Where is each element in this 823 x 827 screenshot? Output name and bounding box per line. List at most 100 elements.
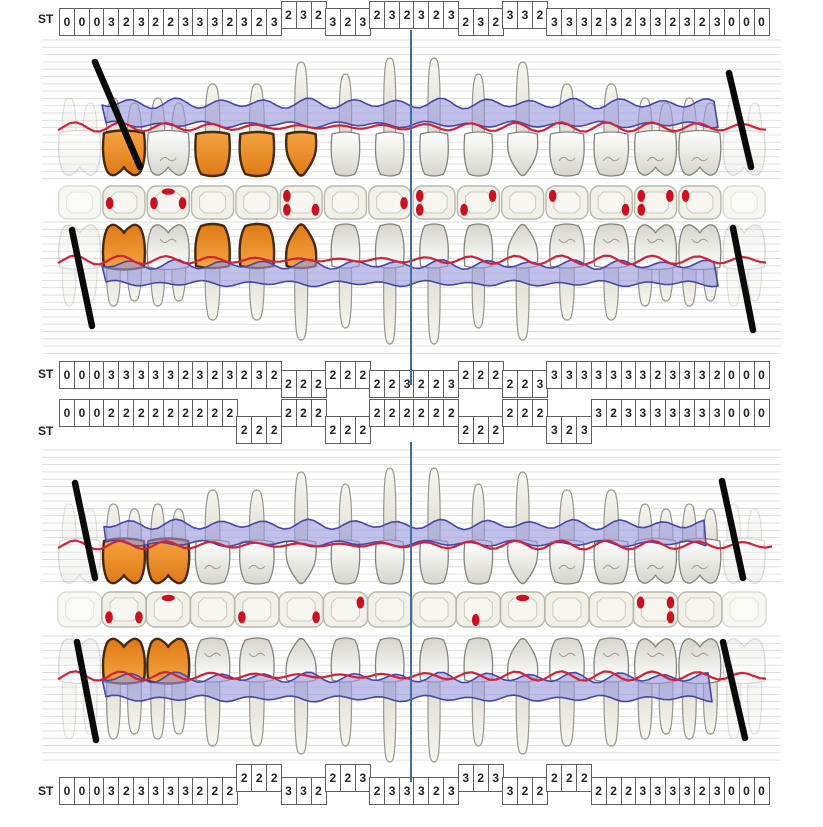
st-cell[interactable]: 3	[221, 361, 238, 389]
st-cell[interactable]: 2	[324, 361, 341, 389]
st-cell[interactable]: 2	[590, 8, 607, 36]
occlusal-tooth-upper-11[interactable]	[500, 185, 545, 220]
occlusal-tooth-upper-3[interactable]	[146, 185, 190, 220]
occlusal-tooth-upper-13[interactable]	[589, 185, 633, 220]
occlusal-tooth-upper-8[interactable]	[368, 185, 412, 220]
st-cell[interactable]: 2	[339, 8, 356, 36]
st-cell[interactable]: 3	[251, 361, 268, 389]
occlusal-tooth-lower-5[interactable]	[234, 591, 280, 628]
occlusal-tooth-lower-4[interactable]	[189, 591, 236, 628]
st-cell[interactable]: 2	[472, 416, 489, 444]
st-cell[interactable]: 0	[74, 399, 90, 427]
st-cell[interactable]: 3	[384, 777, 401, 805]
st-cell[interactable]: 3	[295, 777, 312, 805]
tooth-upper-band0-5[interactable]	[238, 83, 276, 178]
occlusal-tooth-lower-9[interactable]	[411, 591, 457, 628]
st-cell[interactable]: 3	[266, 8, 283, 36]
tooth-upper-band0-4[interactable]	[194, 83, 232, 178]
tooth-upper-band0-1[interactable]	[58, 97, 102, 176]
occlusal-tooth-lower-10[interactable]	[455, 591, 502, 628]
st-cell[interactable]: 2	[428, 370, 445, 398]
st-cell[interactable]: 3	[236, 8, 253, 36]
st-cell[interactable]: 2	[310, 399, 327, 427]
st-cell[interactable]: 3	[191, 361, 208, 389]
tooth-upper-band1-1[interactable]	[58, 224, 102, 307]
st-cell[interactable]: 2	[428, 1, 445, 29]
st-cell[interactable]: 2	[118, 8, 135, 36]
occlusal-tooth-upper-10[interactable]	[456, 185, 501, 220]
st-cell[interactable]: 3	[147, 777, 164, 805]
occlusal-tooth-lower-2[interactable]	[101, 591, 147, 628]
st-cell[interactable]: 3	[502, 777, 518, 805]
st-cell[interactable]: 3	[590, 399, 607, 427]
st-cell[interactable]: 2	[295, 370, 312, 398]
occlusal-tooth-lower-6[interactable]	[278, 591, 324, 628]
occlusal-tooth-lower-16[interactable]	[721, 591, 767, 628]
occlusal-tooth-lower-14[interactable]	[632, 591, 679, 628]
st-cell[interactable]: 3	[546, 8, 563, 36]
st-cell[interactable]: 2	[369, 399, 386, 427]
occlusal-tooth-upper-16[interactable]	[722, 185, 766, 220]
st-cell[interactable]: 0	[59, 361, 75, 389]
st-cell[interactable]: 3	[649, 8, 666, 36]
st-cell[interactable]: 2	[457, 8, 474, 36]
st-cell[interactable]: 2	[384, 370, 401, 398]
occlusal-tooth-upper-7[interactable]	[323, 185, 368, 220]
st-cell[interactable]: 2	[517, 370, 533, 398]
st-cell[interactable]: 2	[649, 361, 666, 389]
st-cell[interactable]: 2	[221, 399, 238, 427]
occlusal-tooth-upper-15[interactable]	[678, 185, 722, 220]
st-cell[interactable]: 2	[251, 416, 268, 444]
st-cell[interactable]: 2	[354, 361, 371, 389]
st-cell[interactable]: 3	[649, 777, 666, 805]
st-cell[interactable]: 2	[280, 1, 297, 29]
st-cell[interactable]: 0	[738, 361, 755, 389]
occlusal-tooth-upper-14[interactable]	[633, 185, 678, 220]
st-cell[interactable]: 2	[236, 764, 253, 792]
occlusal-tooth-upper-1[interactable]	[57, 185, 102, 220]
st-cell[interactable]: 2	[472, 764, 489, 792]
occlusal-tooth-lower-8[interactable]	[367, 591, 413, 628]
st-cell[interactable]: 2	[280, 370, 297, 398]
st-cell[interactable]: 0	[753, 361, 770, 389]
st-cell[interactable]: 0	[738, 399, 755, 427]
st-cell[interactable]: 2	[191, 399, 208, 427]
occlusal-tooth-lower-12[interactable]	[544, 591, 590, 628]
st-cell[interactable]: 2	[472, 361, 489, 389]
st-cell[interactable]: 3	[576, 416, 593, 444]
st-cell[interactable]: 3	[634, 361, 651, 389]
st-cell[interactable]: 2	[339, 361, 356, 389]
occlusal-tooth-upper-6[interactable]	[279, 185, 323, 220]
st-cell[interactable]: 2	[443, 399, 460, 427]
st-cell[interactable]: 2	[206, 361, 223, 389]
st-cell[interactable]: 3	[191, 8, 208, 36]
st-cell[interactable]: 3	[457, 764, 474, 792]
st-cell[interactable]: 2	[369, 777, 386, 805]
st-cell[interactable]: 0	[738, 777, 755, 805]
st-cell[interactable]: 0	[723, 399, 740, 427]
st-cell[interactable]: 3	[679, 399, 696, 427]
st-cell[interactable]: 0	[74, 361, 90, 389]
st-cell[interactable]: 0	[59, 399, 75, 427]
st-cell[interactable]: 3	[103, 777, 120, 805]
st-cell[interactable]: 2	[413, 370, 430, 398]
occlusal-tooth-upper-4[interactable]	[190, 185, 235, 220]
st-cell[interactable]: 2	[251, 764, 268, 792]
st-cell[interactable]: 2	[133, 399, 150, 427]
st-cell[interactable]: 3	[162, 361, 179, 389]
occlusal-tooth-upper-12[interactable]	[545, 185, 589, 220]
st-cell[interactable]: 2	[561, 416, 578, 444]
st-cell[interactable]: 2	[324, 416, 341, 444]
occlusal-tooth-lower-7[interactable]	[322, 591, 369, 628]
st-cell[interactable]: 2	[339, 764, 356, 792]
st-cell[interactable]: 3	[103, 361, 120, 389]
tooth-lower-band2-15[interactable]	[678, 503, 722, 584]
st-cell[interactable]: 3	[413, 777, 430, 805]
st-cell[interactable]: 2	[369, 1, 386, 29]
st-cell[interactable]: 2	[502, 399, 518, 427]
st-cell[interactable]: 2	[118, 399, 135, 427]
st-cell[interactable]: 3	[206, 8, 223, 36]
st-cell[interactable]: 0	[723, 8, 740, 36]
st-cell[interactable]: 3	[679, 777, 696, 805]
st-cell[interactable]: 2	[251, 8, 268, 36]
